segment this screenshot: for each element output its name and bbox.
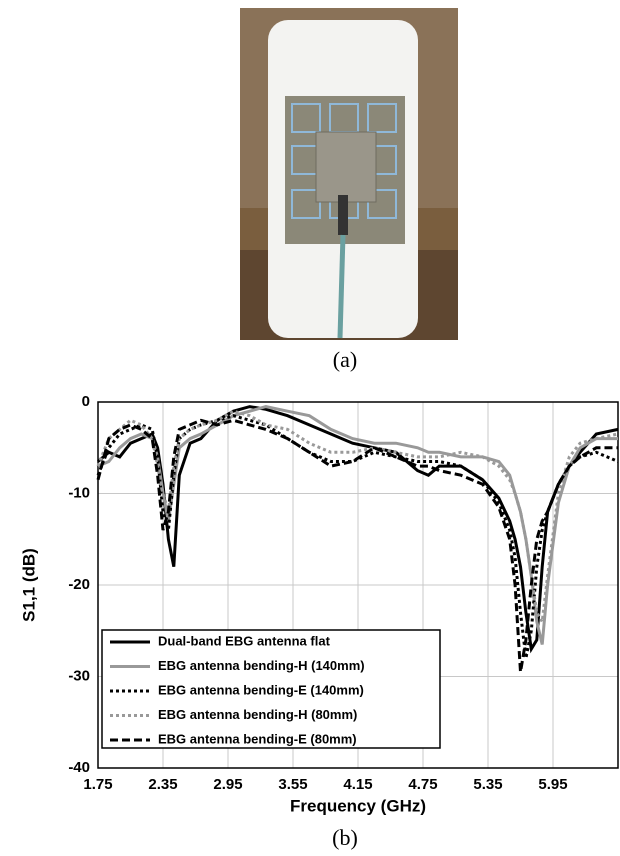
y-tick-label: -20 [68,576,90,593]
caption: (b) [332,825,358,850]
photo [240,8,458,340]
x-tick-label: 1.75 [83,776,112,793]
y-tick-label: -10 [68,484,90,501]
legend-label: EBG antenna bending-H (140mm) [158,658,365,673]
y-tick-label: -40 [68,759,90,776]
series-line [97,405,618,645]
legend-box [101,629,441,749]
legend-label: EBG antenna bending-H (80mm) [158,707,357,722]
x-tick-label: 5.95 [538,776,567,793]
x-tick-label: 4.75 [408,776,437,793]
y-tick-label: -30 [68,667,90,684]
y-tick-label: 0 [82,393,90,410]
x-tick-label: 3.55 [278,776,307,793]
series-line [96,418,618,673]
legend: Dual-band EBG antenna flat EBG antenna be… [101,629,441,749]
x-tick-label: 2.35 [148,776,177,793]
caption: (a) [333,347,357,372]
plot-frame [97,401,619,769]
legend-label: EBG antenna bending-E (80mm) [158,731,357,746]
y-axis-label: S1,1 (dB) [19,548,38,622]
x-tick-label: 5.35 [473,776,502,793]
series-line [96,409,619,627]
series-line [96,414,619,659]
legend-label: EBG antenna bending-E (140mm) [158,682,364,697]
legend-label: Dual-band EBG antenna flat [158,633,331,648]
x-axis-label: Frequency (GHz) [290,796,426,815]
x-tick-label: 4.15 [343,776,372,793]
x-tick-label: 2.95 [213,776,242,793]
